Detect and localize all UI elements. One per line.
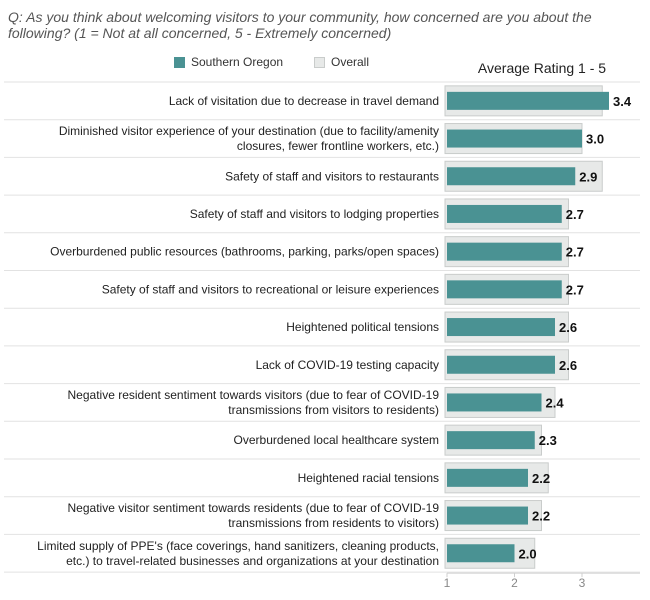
category-label: Safety of staff and visitors to recreati… bbox=[102, 282, 439, 296]
category-label: Limited supply of PPE's (face coverings,… bbox=[37, 539, 439, 568]
question-text: Q: As you think about welcoming visitors… bbox=[8, 9, 592, 41]
value-label: 3.0 bbox=[586, 132, 604, 147]
category-label: Safety of staff and visitors to lodging … bbox=[190, 207, 439, 221]
bar-southern-oregon bbox=[447, 280, 562, 299]
value-label: 2.2 bbox=[532, 509, 550, 524]
category-label: Negative visitor sentiment towards resid… bbox=[68, 501, 440, 530]
bar-southern-oregon bbox=[447, 242, 562, 261]
bar-southern-oregon bbox=[447, 506, 528, 525]
value-label: 2.3 bbox=[539, 433, 557, 448]
x-tick-label: 2 bbox=[511, 576, 518, 590]
value-label: 2.4 bbox=[546, 395, 565, 410]
bar-southern-oregon bbox=[447, 544, 515, 563]
bar-southern-oregon bbox=[447, 204, 562, 223]
value-label: 2.0 bbox=[519, 546, 537, 561]
bar-southern-oregon bbox=[447, 431, 535, 450]
value-label: 2.7 bbox=[566, 207, 584, 222]
x-tick-label: 3 bbox=[579, 576, 586, 590]
legend-swatch-southern-oregon bbox=[174, 57, 185, 68]
legend-label-southern-oregon: Southern Oregon bbox=[191, 55, 284, 69]
value-label: 3.4 bbox=[613, 94, 632, 109]
value-label: 2.7 bbox=[566, 282, 584, 297]
value-label: 2.9 bbox=[579, 169, 597, 184]
bar-southern-oregon bbox=[447, 468, 528, 487]
value-label: 2.7 bbox=[566, 245, 584, 260]
x-tick-label: 1 bbox=[444, 576, 451, 590]
category-label: Lack of visitation due to decrease in tr… bbox=[169, 94, 439, 108]
category-label: Overburdened local healthcare system bbox=[234, 433, 439, 447]
bar-southern-oregon bbox=[447, 167, 576, 186]
category-label: Diminished visitor experience of your de… bbox=[59, 124, 439, 153]
category-label: Negative resident sentiment towards visi… bbox=[68, 388, 440, 417]
bar-southern-oregon bbox=[447, 129, 582, 148]
bar-southern-oregon bbox=[447, 393, 542, 412]
bar-southern-oregon bbox=[447, 91, 609, 110]
category-label: Safety of staff and visitors to restaura… bbox=[225, 169, 439, 183]
value-label: 2.2 bbox=[532, 471, 550, 486]
bar-southern-oregon bbox=[447, 318, 555, 337]
value-label: 2.6 bbox=[559, 320, 577, 335]
legend-swatch-overall bbox=[314, 57, 325, 68]
category-label: Overburdened public resources (bathrooms… bbox=[50, 245, 439, 259]
value-label: 2.6 bbox=[559, 358, 577, 373]
category-label: Heightened political tensions bbox=[286, 320, 439, 334]
legend-label-overall: Overall bbox=[331, 55, 370, 69]
category-label: Lack of COVID-19 testing capacity bbox=[256, 358, 439, 372]
bar-southern-oregon bbox=[447, 355, 555, 374]
chart-title: Average Rating 1 - 5 bbox=[477, 60, 607, 76]
category-label: Heightened racial tensions bbox=[298, 471, 439, 485]
